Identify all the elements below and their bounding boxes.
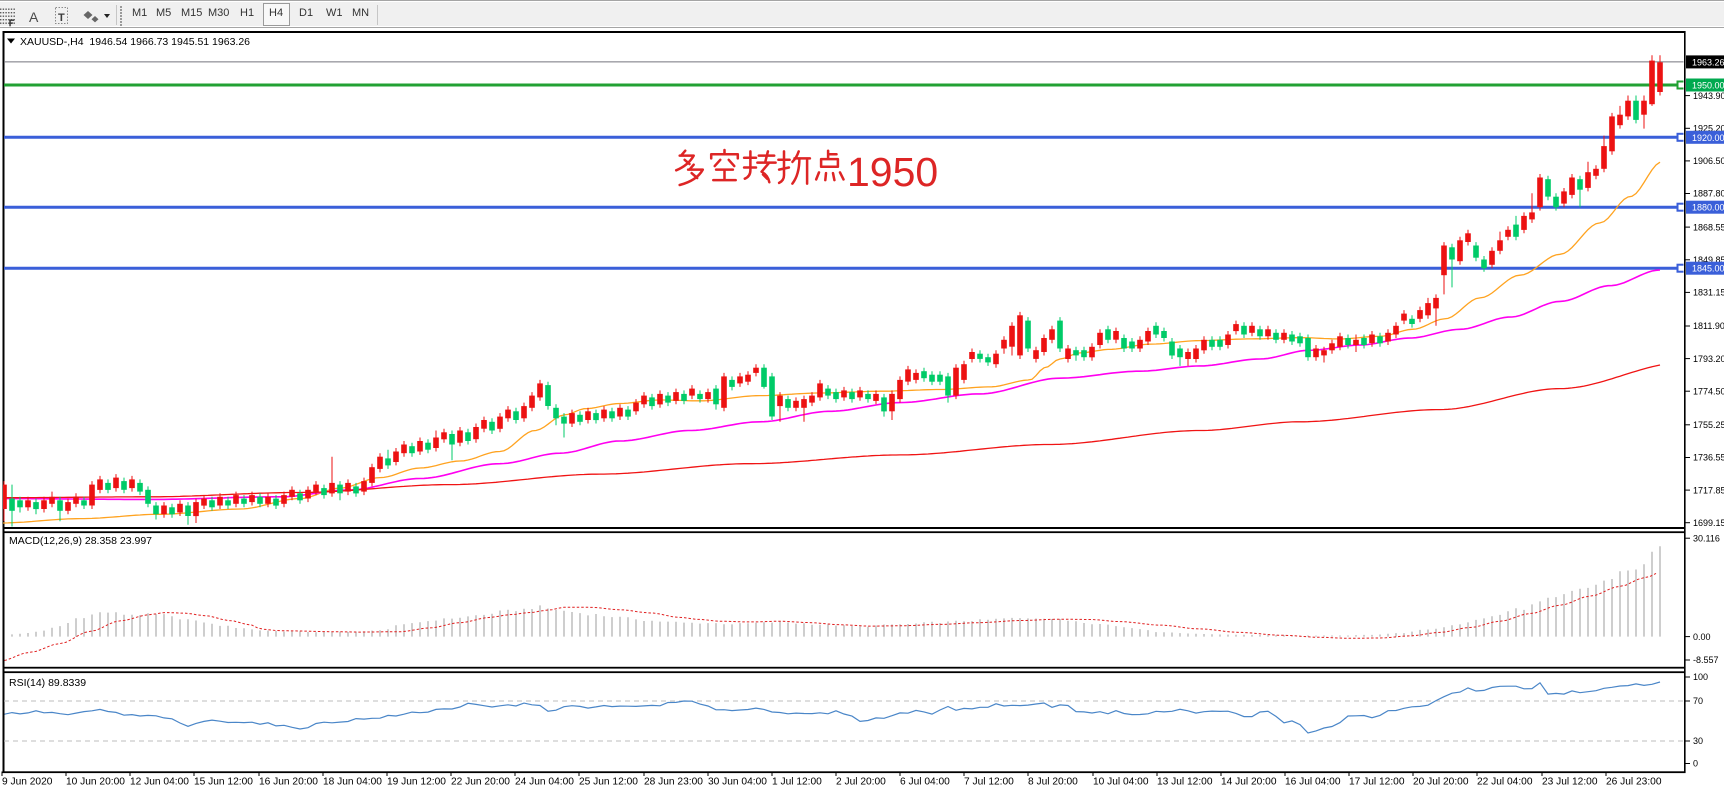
svg-text:1845.00: 1845.00 [1692, 264, 1724, 274]
svg-text:28 Jun 23:00: 28 Jun 23:00 [644, 777, 703, 788]
svg-text:9 Jun 2020: 9 Jun 2020 [2, 777, 53, 788]
svg-text:1868.55: 1868.55 [1693, 222, 1724, 232]
svg-text:XAUUSD-,H4 1946.54 1966.73 19: XAUUSD-,H4 1946.54 1966.73 1945.51 1963.… [20, 36, 250, 48]
svg-text:1831.15: 1831.15 [1693, 288, 1724, 298]
svg-text:1699.15: 1699.15 [1693, 518, 1724, 528]
svg-text:1717.85: 1717.85 [1693, 485, 1724, 495]
svg-text:RSI(14) 89.8339: RSI(14) 89.8339 [9, 677, 86, 689]
svg-text:30: 30 [1693, 736, 1703, 746]
svg-text:1880.00: 1880.00 [1692, 203, 1724, 213]
svg-text:A: A [29, 9, 39, 25]
svg-text:23 Jul 12:00: 23 Jul 12:00 [1542, 777, 1598, 788]
svg-text:0.00: 0.00 [1693, 632, 1711, 642]
svg-text:70: 70 [1693, 696, 1703, 706]
svg-text:T: T [58, 12, 65, 24]
svg-text:1774.50: 1774.50 [1693, 386, 1724, 396]
svg-text:17 Jul 12:00: 17 Jul 12:00 [1349, 777, 1405, 788]
svg-text:22 Jul 04:00: 22 Jul 04:00 [1477, 777, 1533, 788]
svg-text:1 Jul 12:00: 1 Jul 12:00 [772, 777, 822, 788]
svg-text:8 Jul 20:00: 8 Jul 20:00 [1028, 777, 1078, 788]
svg-text:0: 0 [1693, 759, 1698, 769]
svg-text:1793.20: 1793.20 [1693, 354, 1724, 364]
svg-text:100: 100 [1693, 672, 1708, 682]
svg-text:-8.557: -8.557 [1693, 655, 1719, 665]
svg-text:1887.80: 1887.80 [1693, 189, 1724, 199]
svg-text:1963.26: 1963.26 [1692, 57, 1724, 67]
svg-text:1849.85: 1849.85 [1693, 255, 1724, 265]
svg-text:1950: 1950 [847, 149, 938, 195]
svg-text:24 Jun 04:00: 24 Jun 04:00 [515, 777, 574, 788]
svg-text:1755.25: 1755.25 [1693, 420, 1724, 430]
svg-text:2 Jul 20:00: 2 Jul 20:00 [836, 777, 886, 788]
svg-text:15 Jun 12:00: 15 Jun 12:00 [194, 777, 253, 788]
svg-text:20 Jul 20:00: 20 Jul 20:00 [1413, 777, 1469, 788]
svg-text:1943.90: 1943.90 [1693, 91, 1724, 101]
svg-text:10 Jul 04:00: 10 Jul 04:00 [1093, 777, 1149, 788]
svg-text:MACD(12,26,9) 28.358 23.997: MACD(12,26,9) 28.358 23.997 [9, 535, 152, 547]
svg-text:16 Jun 20:00: 16 Jun 20:00 [259, 777, 318, 788]
svg-text:19 Jun 12:00: 19 Jun 12:00 [387, 777, 446, 788]
svg-text:25 Jun 12:00: 25 Jun 12:00 [579, 777, 638, 788]
svg-text:12 Jun 04:00: 12 Jun 04:00 [130, 777, 189, 788]
svg-text:30.116: 30.116 [1693, 533, 1720, 543]
svg-text:1920.00: 1920.00 [1692, 133, 1724, 143]
svg-text:10 Jun 20:00: 10 Jun 20:00 [66, 777, 125, 788]
svg-text:1906.50: 1906.50 [1693, 156, 1724, 166]
svg-text:1736.55: 1736.55 [1693, 453, 1724, 463]
svg-text:1811.90: 1811.90 [1693, 321, 1724, 331]
svg-text:13 Jul 12:00: 13 Jul 12:00 [1157, 777, 1213, 788]
svg-text:30 Jun 04:00: 30 Jun 04:00 [708, 777, 767, 788]
svg-text:1950.00: 1950.00 [1692, 80, 1724, 90]
svg-text:14 Jul 20:00: 14 Jul 20:00 [1221, 777, 1277, 788]
svg-text:18 Jun 04:00: 18 Jun 04:00 [323, 777, 382, 788]
svg-text:6 Jul 04:00: 6 Jul 04:00 [900, 777, 950, 788]
svg-text:22 Jun 20:00: 22 Jun 20:00 [451, 777, 510, 788]
svg-text:26 Jul 23:00: 26 Jul 23:00 [1606, 777, 1662, 788]
svg-text:7 Jul 12:00: 7 Jul 12:00 [964, 777, 1014, 788]
svg-text:1925.20: 1925.20 [1693, 124, 1724, 134]
svg-text:16 Jul 04:00: 16 Jul 04:00 [1285, 777, 1341, 788]
